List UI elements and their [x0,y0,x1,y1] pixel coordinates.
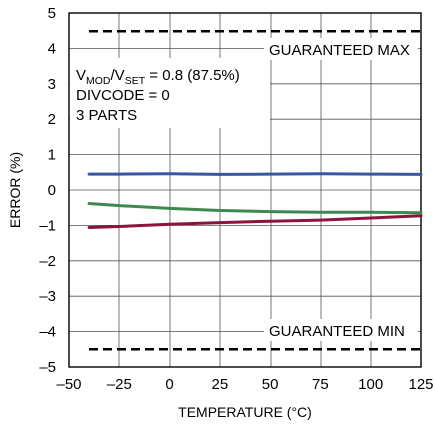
x-tick-labels: –50 –25 0 25 50 75 100 125 [56,376,433,393]
conditions-backdrop [70,58,270,128]
min-label-backdrop [264,319,418,341]
x-tick-label: 125 [408,376,433,393]
y-tick-label: 3 [48,76,56,93]
y-tick-labels: –5 –4 –3 –2 –1 0 1 2 3 4 5 [39,5,56,376]
x-tick-label: –25 [107,376,132,393]
ratio-value: = 0.8 (87.5%) [145,67,240,84]
series-line-3 [87,214,423,229]
condition-ratio: VMOD/VSET = 0.8 (87.5%) [76,67,240,87]
x-tick-label: 0 [165,376,173,393]
vmod-prefix: V [76,67,86,84]
condition-divcode: DIVCODE = 0 [76,87,170,104]
x-axis-title: TEMPERATURE (°C) [178,404,312,420]
y-tick-label: 2 [48,111,56,128]
y-tick-label: –1 [39,217,56,234]
x-tick-label: 50 [262,376,279,393]
y-tick-label: 1 [48,147,56,164]
max-label-backdrop [264,38,418,60]
plot-frame [68,12,422,368]
guaranteed-max-label: GUARANTEED MAX [269,42,410,59]
series-layer [87,172,423,229]
y-axis-title: ERROR (%) [7,152,23,228]
x-tick-label: 25 [212,376,229,393]
vmod-subscript: MOD [86,75,111,87]
y-tick-label: –2 [39,253,56,270]
y-tick-label: –3 [39,288,56,305]
y-tick-label: –4 [39,324,56,341]
y-tick-label: 0 [48,182,56,199]
x-tick-label: 75 [312,376,329,393]
x-tick-label: 100 [358,376,383,393]
vset-subscript: SET [125,75,146,87]
guaranteed-min-label: GUARANTEED MIN [269,323,405,340]
series-line-2 [87,202,423,215]
series-line-1 [87,172,423,176]
y-tick-label: 5 [48,5,56,22]
vset-prefix: /V [111,67,125,84]
y-tick-label: 4 [48,40,56,57]
x-tick-label: –50 [56,376,81,393]
y-tick-label: –5 [39,359,56,376]
condition-parts: 3 PARTS [76,107,137,124]
